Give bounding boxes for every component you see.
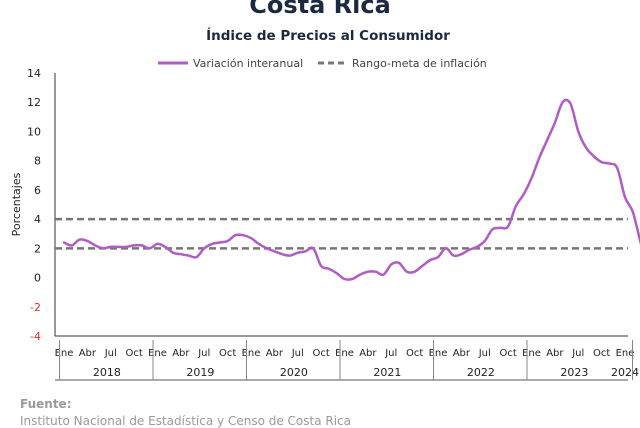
x-year-label: 2021 <box>373 366 401 379</box>
x-tick-label: Oct <box>593 348 610 359</box>
x-tick-label: Jul <box>384 348 397 359</box>
series-layer <box>62 98 640 281</box>
y-tick-label: -4 <box>30 330 41 343</box>
y-tick-label: 0 <box>34 272 41 285</box>
x-tick-label: Ene <box>616 348 635 359</box>
x-tick-label: Abr <box>453 348 471 359</box>
target-range-lines <box>55 217 628 250</box>
chart-subtitle: Índice de Precios al Consumidor <box>206 28 450 44</box>
inflation-chart: Variación interanual Rango-meta de infla… <box>10 57 640 381</box>
x-tick-label: Ene <box>148 348 167 359</box>
series-line-variacion-interanual <box>62 98 640 281</box>
x-tick-label: Ene <box>335 348 354 359</box>
source-text: Instituto Nacional de Estadística y Cens… <box>20 414 352 428</box>
y-tick-label: -2 <box>30 301 41 314</box>
x-tick-label: Jul <box>478 348 491 359</box>
x-tick-label: Abr <box>359 348 377 359</box>
x-tick-label: Oct <box>219 348 236 359</box>
x-tick-label: Abr <box>546 348 564 359</box>
legend: Variación interanual Rango-meta de infla… <box>158 57 487 70</box>
y-tick-label: 10 <box>27 125 41 138</box>
x-tick-label: Ene <box>522 348 541 359</box>
legend-label-rango: Rango-meta de inflación <box>352 57 487 70</box>
x-tick-label: Abr <box>172 348 190 359</box>
x-tick-label: Abr <box>266 348 284 359</box>
legend-label-variacion: Variación interanual <box>193 57 303 70</box>
x-year-label: 2024 <box>611 366 639 379</box>
x-year-label: 2020 <box>280 366 308 379</box>
x-year-label: 2023 <box>560 366 588 379</box>
x-axis: Ene Abr Jul Oct 2018 Ene Abr Jul Oct 2019 Ene Abr Ju… <box>55 335 639 381</box>
y-axis-title: Porcentajes <box>10 172 23 236</box>
x-tick-label: Oct <box>406 348 423 359</box>
y-axis: -4 -2 0 2 4 6 8 10 12 14 Porcentajes <box>10 67 56 343</box>
y-tick-label: 4 <box>34 213 41 226</box>
x-tick-label: Jul <box>571 348 584 359</box>
x-tick-label: Ene <box>429 348 448 359</box>
x-tick-label: Oct <box>125 348 142 359</box>
x-tick-label: Jul <box>104 348 117 359</box>
y-tick-label: 6 <box>34 184 41 197</box>
x-tick-label: Oct <box>499 348 516 359</box>
y-tick-label: 14 <box>27 67 41 80</box>
y-tick-label: 8 <box>34 155 41 168</box>
x-tick-label: Ene <box>55 348 74 359</box>
x-tick-label: Jul <box>291 348 304 359</box>
x-year-label: 2019 <box>186 366 214 379</box>
x-tick-label: Ene <box>242 348 261 359</box>
chart-title: Costa Rica <box>249 0 391 19</box>
source-label: Fuente: <box>20 397 72 411</box>
x-year-label: 2022 <box>467 366 495 379</box>
y-tick-label: 2 <box>34 242 41 255</box>
x-tick-label: Oct <box>312 348 329 359</box>
y-tick-label: 12 <box>27 96 41 109</box>
x-tick-label: Abr <box>79 348 97 359</box>
x-year-label: 2018 <box>93 366 121 379</box>
x-tick-label: Jul <box>197 348 210 359</box>
